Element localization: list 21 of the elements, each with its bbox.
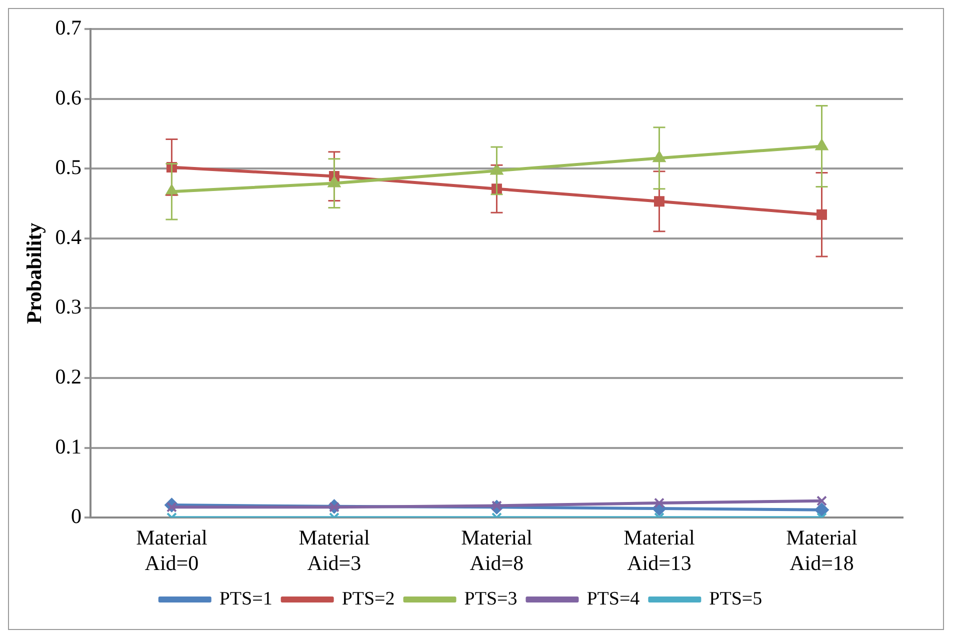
- y-tick-label: 0.2: [55, 364, 82, 389]
- y-tick-label: 0.5: [55, 155, 82, 180]
- legend-label: PTS=3: [464, 588, 518, 610]
- legend-label: PTS=2: [342, 588, 395, 610]
- x-tick-label: Material Aid=0: [136, 526, 208, 575]
- legend-label: PTS=4: [586, 588, 640, 610]
- point: [814, 502, 829, 517]
- x-tick-label: Material Aid=13: [624, 526, 695, 575]
- y-tick-label: 0.1: [55, 434, 82, 458]
- y-tick-label: 0.3: [55, 294, 82, 319]
- legend-label: PTS=1: [219, 588, 272, 610]
- y-tick-label: 0.4: [55, 224, 82, 249]
- y-axis-title: Probability: [22, 222, 46, 324]
- y-tick-label: 0: [70, 504, 82, 528]
- x-tick-label: Material Aid=8: [461, 526, 532, 575]
- legend-label: PTS=5: [709, 588, 762, 610]
- y-tick-label: 0.6: [55, 85, 82, 110]
- point: [816, 496, 827, 506]
- x-tick-label: Material Aid=3: [298, 526, 370, 575]
- y-tick-label: 0.7: [55, 16, 82, 40]
- x-tick-label: Material Aid=18: [786, 526, 858, 575]
